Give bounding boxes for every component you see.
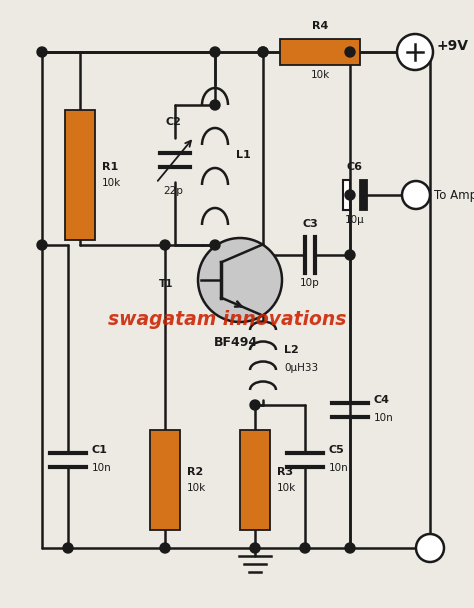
Circle shape xyxy=(402,181,430,209)
Text: L1: L1 xyxy=(236,150,251,160)
Text: R4: R4 xyxy=(312,21,328,31)
Circle shape xyxy=(258,47,268,57)
Text: C6: C6 xyxy=(347,162,363,172)
Text: +9V: +9V xyxy=(437,39,469,53)
Text: 10k: 10k xyxy=(310,70,329,80)
Circle shape xyxy=(37,240,47,250)
Circle shape xyxy=(345,47,355,57)
Text: C4: C4 xyxy=(374,395,390,405)
Text: 10k: 10k xyxy=(102,178,121,188)
Circle shape xyxy=(210,240,220,250)
Text: C5: C5 xyxy=(329,445,345,455)
Text: BF494: BF494 xyxy=(214,336,258,349)
Circle shape xyxy=(37,47,47,57)
Circle shape xyxy=(300,543,310,553)
Circle shape xyxy=(345,543,355,553)
Bar xyxy=(150,430,180,530)
Circle shape xyxy=(345,250,355,260)
Text: R2: R2 xyxy=(187,467,203,477)
Text: C1: C1 xyxy=(92,445,108,455)
Text: R1: R1 xyxy=(102,162,118,172)
Bar xyxy=(240,430,270,530)
Text: 0μH33: 0μH33 xyxy=(284,363,318,373)
Text: T1: T1 xyxy=(158,279,173,289)
Text: 10n: 10n xyxy=(329,463,349,473)
Bar xyxy=(65,110,95,240)
Text: swagatam innovations: swagatam innovations xyxy=(109,309,346,329)
Circle shape xyxy=(160,240,170,250)
Circle shape xyxy=(258,47,268,57)
Text: 10n: 10n xyxy=(374,413,394,423)
Circle shape xyxy=(63,543,73,553)
Circle shape xyxy=(210,100,220,110)
Text: 10k: 10k xyxy=(277,483,296,493)
Text: L2: L2 xyxy=(284,345,299,355)
Bar xyxy=(343,180,350,210)
Text: To Amp: To Amp xyxy=(434,188,474,201)
Bar xyxy=(360,180,367,210)
Text: 10k: 10k xyxy=(187,483,206,493)
Text: C2: C2 xyxy=(165,117,181,127)
Text: R3: R3 xyxy=(277,467,293,477)
Circle shape xyxy=(397,34,433,70)
Bar xyxy=(280,39,360,65)
Text: 10μ: 10μ xyxy=(345,215,365,225)
Circle shape xyxy=(210,47,220,57)
Circle shape xyxy=(160,543,170,553)
Text: 10p: 10p xyxy=(300,278,320,288)
Circle shape xyxy=(250,400,260,410)
Text: C3: C3 xyxy=(302,219,318,229)
Text: 10n: 10n xyxy=(92,463,112,473)
Circle shape xyxy=(416,534,444,562)
Circle shape xyxy=(198,238,282,322)
Circle shape xyxy=(345,190,355,200)
Circle shape xyxy=(250,543,260,553)
Text: 22p: 22p xyxy=(163,186,183,196)
